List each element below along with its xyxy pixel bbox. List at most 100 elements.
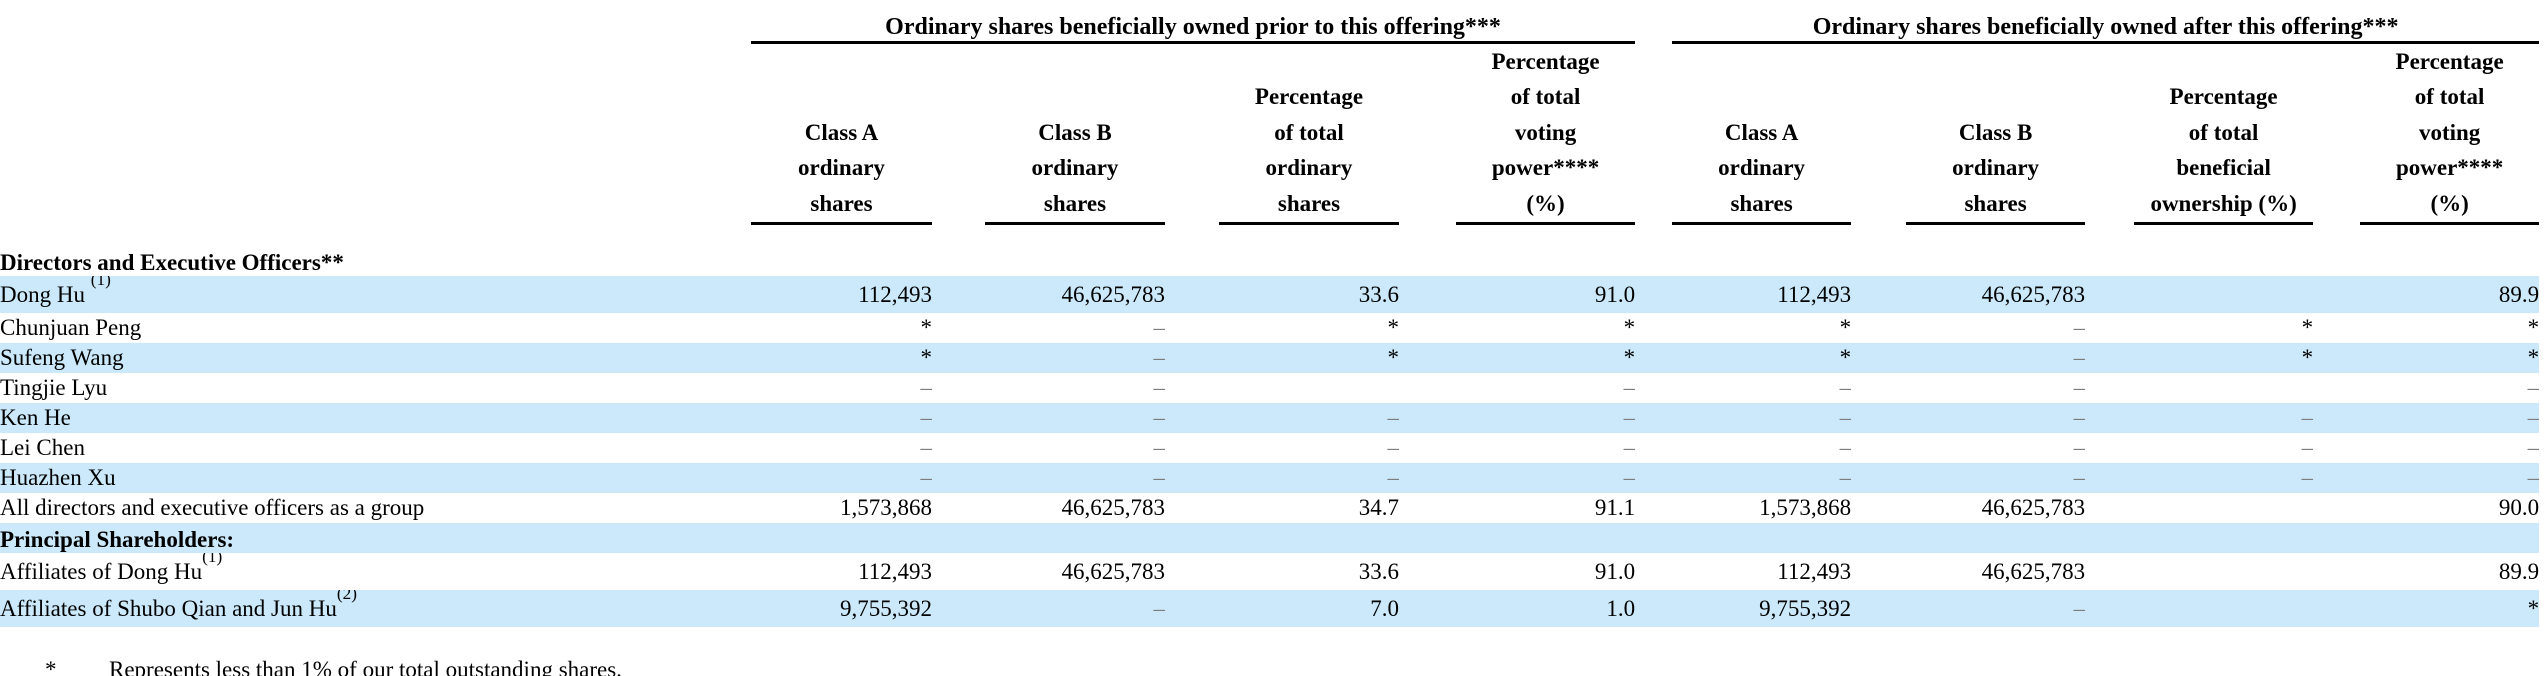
- row-label: Chunjuan Peng: [0, 315, 142, 341]
- cell-value: 91.0: [1399, 276, 1636, 314]
- cell-value: 46,625,783: [1981, 495, 2086, 521]
- dash-value: –: [1387, 405, 1400, 431]
- spacer-cell: [2539, 343, 2548, 374]
- dash-value: –: [2527, 435, 2540, 461]
- dash-value: –: [920, 405, 933, 431]
- table-row: Chunjuan Peng * – * * * – * *: [0, 313, 2548, 343]
- cell-value: –: [1851, 463, 2086, 494]
- cell-value: –: [1851, 343, 2086, 374]
- cell-value: *: [2301, 315, 2314, 341]
- cell-value: *: [1839, 315, 1852, 341]
- cell-value: –: [932, 433, 1166, 463]
- cell-value: *: [2085, 343, 2314, 374]
- col-gap: [1851, 42, 1906, 223]
- group-header-prior: Ordinary shares beneficially owned prior…: [751, 0, 1636, 44]
- table-row: Affiliates of Shubo Qian and Jun Hu(2) 9,…: [0, 590, 2548, 628]
- table-row: All directors and executive officers as …: [0, 493, 2548, 523]
- cell-value: 46,625,783: [932, 276, 1165, 314]
- group-gap: [1635, 42, 1672, 223]
- spacer-cell: [2539, 313, 2548, 343]
- dash-value: –: [1839, 465, 1852, 491]
- table-row: Tingjie Lyu – – – – – –: [0, 373, 2548, 403]
- cell-value: –: [1399, 463, 1636, 494]
- dash-value: –: [920, 465, 933, 491]
- dash-value: –: [1623, 435, 1636, 461]
- col-header-after-pct-voting: Percentage of total voting power**** (%): [2360, 42, 2540, 225]
- dash-value: –: [2073, 315, 2086, 341]
- ownership-table: Ordinary shares beneficially owned prior…: [0, 0, 2548, 628]
- dash-value: –: [1153, 595, 1166, 621]
- spacer-cell: [2539, 223, 2548, 276]
- table-row: Huazhen Xu – – – – – – – –: [0, 463, 2548, 494]
- cell-value: [2085, 493, 2313, 523]
- dash-value: –: [2301, 405, 2314, 431]
- cell-value: –: [1851, 373, 2086, 403]
- dash-value: –: [1839, 375, 1852, 401]
- cell-value: –: [1399, 403, 1636, 434]
- cell-value: 112,493: [751, 276, 932, 314]
- cell-value: 91.0: [1594, 558, 1636, 584]
- cell-value: –: [1635, 373, 1852, 403]
- dash-value: –: [1153, 465, 1166, 491]
- cell-value: –: [932, 590, 1166, 628]
- cell-value: 7.0: [1165, 590, 1399, 628]
- table-row: Sufeng Wang * – * * * – * *: [0, 343, 2548, 374]
- table-row: Ken He – – – – – – – –: [0, 403, 2548, 434]
- column-header-row: Class A ordinary shares Class B ordinary…: [0, 42, 2548, 225]
- cell-value: 89.9: [2313, 276, 2540, 314]
- cell-value: [1165, 373, 1399, 403]
- dash-value: –: [2073, 595, 2086, 621]
- cell-value: –: [1851, 433, 2086, 463]
- cell-value: [2085, 553, 2313, 590]
- col-header-after-class-a: Class A ordinary shares: [1672, 42, 1852, 225]
- cell-value: 89.9: [2498, 558, 2540, 584]
- cell-value: *: [1399, 343, 1636, 374]
- cell-value: –: [2313, 403, 2540, 434]
- cell-value: –: [1165, 403, 1400, 434]
- footnote-text: Represents less than 1% of our total out…: [109, 657, 622, 676]
- cell-value: 1.0: [1399, 590, 1636, 628]
- cell-value: –: [1635, 433, 1852, 463]
- cell-value: 112,493: [1635, 276, 1852, 314]
- footnote-symbol: *: [45, 657, 57, 676]
- spacer-cell: [2539, 276, 2548, 314]
- spacer-cell: [0, 0, 751, 42]
- footnote-reference: (2): [336, 590, 357, 604]
- row-label: Huazhen Xu: [0, 463, 751, 494]
- spacer-cell: [2539, 463, 2548, 494]
- cell-value: 9,755,392: [1635, 590, 1852, 628]
- row-label: All directors and executive officers as …: [0, 495, 425, 521]
- col-header-after-class-b: Class B ordinary shares: [1906, 42, 2086, 225]
- dash-value: –: [2073, 465, 2086, 491]
- cell-value: –: [2085, 403, 2314, 434]
- table-row: Dong Hu (1) 112,493 46,625,783 33.6 91.0 112,…: [0, 276, 2548, 314]
- dash-value: –: [1153, 315, 1166, 341]
- dash-value: –: [1839, 405, 1852, 431]
- spacer-cell: [2539, 0, 2548, 42]
- spacer-cell: [2539, 590, 2548, 628]
- dash-value: –: [2527, 375, 2540, 401]
- row-label: Ken He: [0, 403, 751, 434]
- dash-value: –: [1623, 375, 1636, 401]
- dash-value: –: [2301, 465, 2314, 491]
- cell-value: *: [2313, 343, 2540, 374]
- group-header-after: Ordinary shares beneficially owned after…: [1672, 0, 2540, 44]
- col-gap: [1399, 42, 1456, 223]
- footnote-reference: (1): [90, 276, 111, 290]
- row-label: Dong Hu (1): [0, 276, 751, 314]
- cell-value: –: [1399, 373, 1636, 403]
- spacer-cell: [2539, 553, 2548, 590]
- spacer-cell: [0, 42, 751, 223]
- dash-value: –: [2527, 405, 2540, 431]
- spacer-cell: [2539, 373, 2548, 403]
- cell-value: 46,625,783: [1061, 558, 1166, 584]
- cell-value: –: [932, 313, 1166, 343]
- row-label: Sufeng Wang: [0, 343, 751, 374]
- spacer-cell: [2539, 403, 2548, 434]
- cell-value: –: [1851, 590, 2086, 628]
- cell-value: –: [1635, 463, 1852, 494]
- cell-value: 46,625,783: [1981, 558, 2086, 584]
- col-gap: [2313, 42, 2360, 223]
- dash-value: –: [1153, 375, 1166, 401]
- cell-value: –: [932, 463, 1166, 494]
